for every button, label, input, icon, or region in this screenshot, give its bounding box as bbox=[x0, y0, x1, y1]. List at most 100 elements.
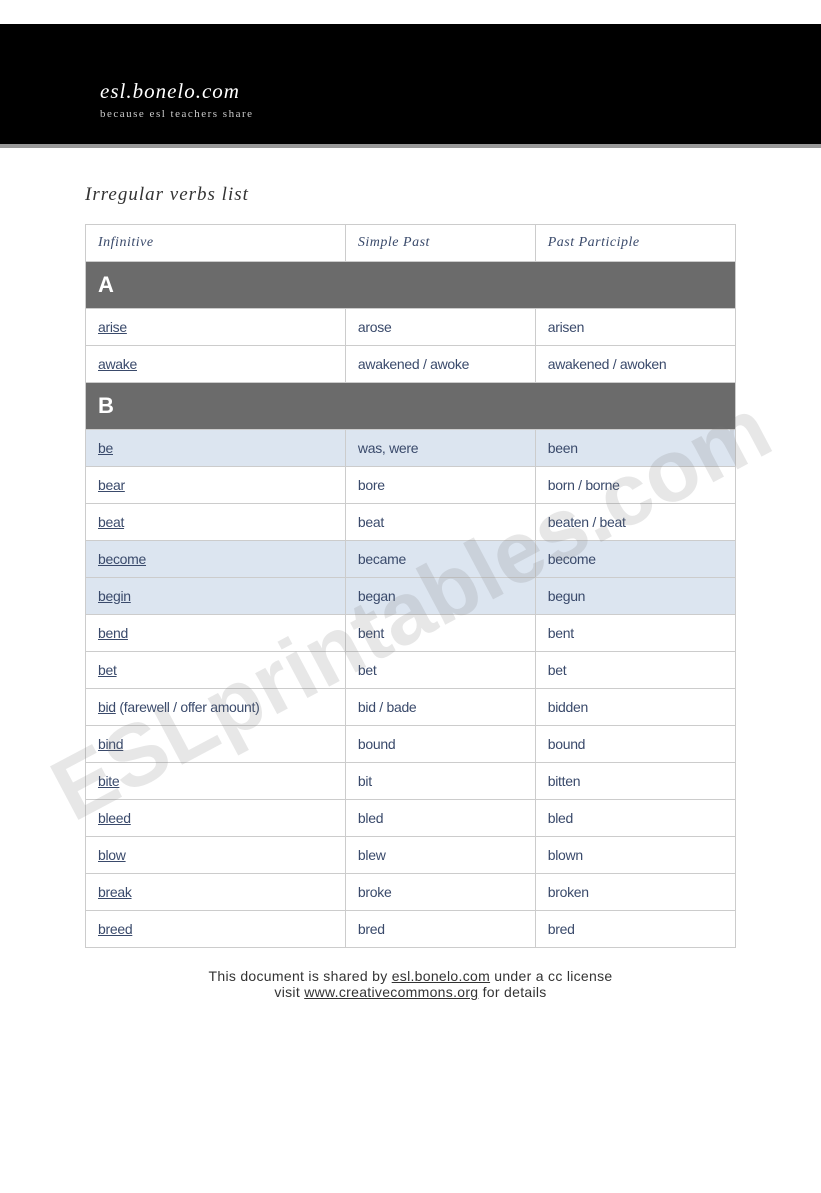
section-letter: A bbox=[86, 262, 736, 309]
verb-link[interactable]: beat bbox=[98, 514, 124, 530]
verb-link[interactable]: awake bbox=[98, 356, 137, 372]
footer-line1-pre: This document is shared by bbox=[209, 968, 392, 984]
cell-past-participle: broken bbox=[535, 874, 735, 911]
cell-past-participle: bent bbox=[535, 615, 735, 652]
footer-line2-pre: visit bbox=[274, 984, 304, 1000]
col-simple-past: Simple Past bbox=[345, 225, 535, 262]
table-header-row: Infinitive Simple Past Past Participle bbox=[86, 225, 736, 262]
verb-link[interactable]: bear bbox=[98, 477, 125, 493]
verb-link[interactable]: bite bbox=[98, 773, 119, 789]
cell-infinitive: become bbox=[86, 541, 346, 578]
cell-simple-past: arose bbox=[345, 309, 535, 346]
cell-simple-past: was, were bbox=[345, 430, 535, 467]
section-row: A bbox=[86, 262, 736, 309]
footer-text: This document is shared by esl.bonelo.co… bbox=[85, 968, 736, 1000]
cell-simple-past: bet bbox=[345, 652, 535, 689]
cell-simple-past: beat bbox=[345, 504, 535, 541]
table-row: begin beganbegun bbox=[86, 578, 736, 615]
cell-infinitive: awake bbox=[86, 346, 346, 383]
cell-past-participle: awakened / awoken bbox=[535, 346, 735, 383]
cell-past-participle: arisen bbox=[535, 309, 735, 346]
col-past-participle: Past Participle bbox=[535, 225, 735, 262]
verb-link[interactable]: bet bbox=[98, 662, 117, 678]
section-row: B bbox=[86, 383, 736, 430]
cell-simple-past: bound bbox=[345, 726, 535, 763]
cell-simple-past: bore bbox=[345, 467, 535, 504]
verb-link[interactable]: arise bbox=[98, 319, 127, 335]
cell-past-participle: begun bbox=[535, 578, 735, 615]
cell-simple-past: began bbox=[345, 578, 535, 615]
section-letter: B bbox=[86, 383, 736, 430]
col-infinitive: Infinitive bbox=[86, 225, 346, 262]
cell-infinitive: beat bbox=[86, 504, 346, 541]
cell-infinitive: bet bbox=[86, 652, 346, 689]
verb-link[interactable]: blow bbox=[98, 847, 126, 863]
cell-simple-past: awakened / awoke bbox=[345, 346, 535, 383]
cell-simple-past: bit bbox=[345, 763, 535, 800]
cell-infinitive: bend bbox=[86, 615, 346, 652]
table-row: bind boundbound bbox=[86, 726, 736, 763]
footer-link-site[interactable]: esl.bonelo.com bbox=[392, 968, 490, 984]
cell-infinitive: bleed bbox=[86, 800, 346, 837]
site-title: esl.bonelo.com bbox=[100, 79, 821, 104]
verb-link[interactable]: breed bbox=[98, 921, 132, 937]
table-row: bear boreborn / borne bbox=[86, 467, 736, 504]
cell-infinitive: arise bbox=[86, 309, 346, 346]
verb-link[interactable]: bind bbox=[98, 736, 123, 752]
table-row: becomebecamebecome bbox=[86, 541, 736, 578]
header-banner: esl.bonelo.com because esl teachers shar… bbox=[0, 24, 821, 144]
cell-infinitive: bind bbox=[86, 726, 346, 763]
table-row: blow blewblown bbox=[86, 837, 736, 874]
cell-infinitive: bear bbox=[86, 467, 346, 504]
verbs-table: Infinitive Simple Past Past Participle A… bbox=[85, 224, 736, 948]
table-row: bend bentbent bbox=[86, 615, 736, 652]
content-area: Irregular verbs list Infinitive Simple P… bbox=[0, 148, 821, 1000]
table-row: arise arosearisen bbox=[86, 309, 736, 346]
cell-simple-past: broke bbox=[345, 874, 535, 911]
cell-past-participle: bred bbox=[535, 911, 735, 948]
table-row: betbetbet bbox=[86, 652, 736, 689]
cell-infinitive: be bbox=[86, 430, 346, 467]
cell-infinitive: breed bbox=[86, 911, 346, 948]
cell-past-participle: bidden bbox=[535, 689, 735, 726]
verb-link[interactable]: begin bbox=[98, 588, 131, 604]
table-row: bleed bledbled bbox=[86, 800, 736, 837]
cell-infinitive: bid (farewell / offer amount) bbox=[86, 689, 346, 726]
footer-link-cc[interactable]: www.creativecommons.org bbox=[304, 984, 478, 1000]
verb-link[interactable]: become bbox=[98, 551, 146, 567]
page-title: Irregular verbs list bbox=[85, 184, 736, 206]
footer-line2-post: for details bbox=[478, 984, 546, 1000]
cell-past-participle: become bbox=[535, 541, 735, 578]
cell-past-participle: bitten bbox=[535, 763, 735, 800]
table-row: be was, werebeen bbox=[86, 430, 736, 467]
site-tagline: because esl teachers share bbox=[100, 108, 821, 120]
cell-infinitive: bite bbox=[86, 763, 346, 800]
cell-past-participle: bound bbox=[535, 726, 735, 763]
cell-past-participle: bet bbox=[535, 652, 735, 689]
cell-infinitive: begin bbox=[86, 578, 346, 615]
verb-link[interactable]: be bbox=[98, 440, 113, 456]
footer-line1-post: under a cc license bbox=[490, 968, 612, 984]
cell-past-participle: bled bbox=[535, 800, 735, 837]
cell-simple-past: blew bbox=[345, 837, 535, 874]
table-row: bite bitbitten bbox=[86, 763, 736, 800]
verb-note: (farewell / offer amount) bbox=[116, 699, 260, 715]
cell-past-participle: beaten / beat bbox=[535, 504, 735, 541]
table-row: bid (farewell / offer amount)bid / badeb… bbox=[86, 689, 736, 726]
cell-simple-past: bent bbox=[345, 615, 535, 652]
cell-simple-past: bled bbox=[345, 800, 535, 837]
verb-link[interactable]: break bbox=[98, 884, 132, 900]
cell-infinitive: blow bbox=[86, 837, 346, 874]
verb-link[interactable]: bend bbox=[98, 625, 128, 641]
cell-infinitive: break bbox=[86, 874, 346, 911]
cell-simple-past: bid / bade bbox=[345, 689, 535, 726]
cell-past-participle: born / borne bbox=[535, 467, 735, 504]
verb-link[interactable]: bleed bbox=[98, 810, 131, 826]
cell-past-participle: blown bbox=[535, 837, 735, 874]
table-row: break brokebroken bbox=[86, 874, 736, 911]
table-row: awake awakened / awokeawakened / awoken bbox=[86, 346, 736, 383]
cell-simple-past: bred bbox=[345, 911, 535, 948]
verb-link[interactable]: bid bbox=[98, 699, 116, 715]
cell-past-participle: been bbox=[535, 430, 735, 467]
table-row: breed bredbred bbox=[86, 911, 736, 948]
